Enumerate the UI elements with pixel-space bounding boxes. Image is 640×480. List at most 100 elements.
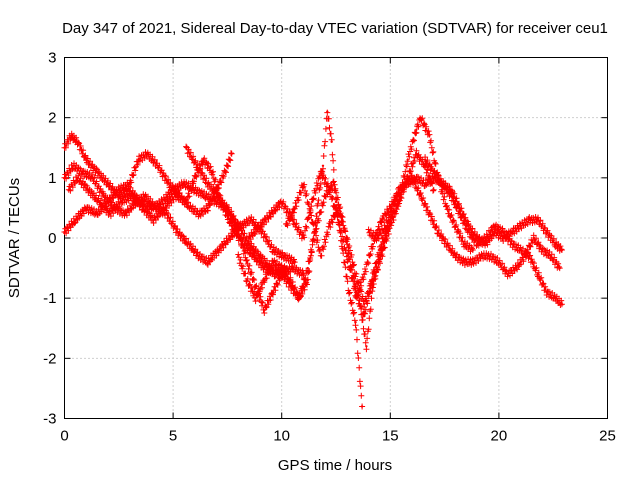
- data-point: [254, 284, 257, 288]
- series-markers: [365, 172, 563, 280]
- data-point: [189, 206, 192, 210]
- data-point: [206, 260, 210, 264]
- data-point: [76, 140, 79, 143]
- data-point: [271, 260, 275, 264]
- data-point: [247, 236, 251, 240]
- data-point: [497, 260, 501, 264]
- series-markers: [246, 147, 437, 318]
- series-markers: [61, 130, 307, 281]
- data-point: [493, 224, 496, 228]
- data-point: [163, 206, 166, 210]
- data-point: [554, 296, 557, 300]
- series-track-1: [61, 130, 307, 281]
- data-point: [154, 206, 157, 210]
- data-point: [245, 260, 249, 264]
- data-point: [380, 242, 383, 246]
- data-point: [315, 224, 318, 228]
- data-point: [380, 218, 383, 222]
- data-point: [310, 218, 314, 222]
- data-point: [215, 200, 218, 204]
- x-axis-label: GPS time / hours: [278, 457, 392, 474]
- data-point: [371, 278, 375, 282]
- data-point: [363, 272, 366, 276]
- data-point: [415, 152, 418, 155]
- data-point: [519, 224, 522, 228]
- data-point: [217, 194, 220, 198]
- y-tick-label: 1: [48, 170, 56, 187]
- data-point: [297, 296, 301, 300]
- data-point: [458, 206, 462, 210]
- data-point: [137, 158, 140, 161]
- data-point: [280, 200, 283, 204]
- data-point: [315, 212, 318, 216]
- data-point: [515, 266, 518, 270]
- data-point: [85, 158, 88, 161]
- data-point: [102, 194, 105, 198]
- data-point: [545, 230, 548, 234]
- data-point: [475, 236, 479, 240]
- data-point: [128, 182, 131, 186]
- data-point: [228, 212, 231, 216]
- data-point: [74, 218, 77, 222]
- data-point: [258, 224, 262, 228]
- data-point: [449, 188, 453, 192]
- data-point: [263, 278, 266, 282]
- data-point: [519, 248, 522, 252]
- data-points: [61, 109, 565, 410]
- data-point: [393, 200, 396, 204]
- data-point: [371, 272, 375, 276]
- series-track-4: [65, 155, 289, 280]
- data-point: [271, 248, 275, 252]
- data-point: [204, 194, 207, 198]
- data-point: [397, 200, 401, 204]
- series-track-7: [246, 147, 437, 318]
- data-point: [228, 236, 231, 240]
- data-point: [106, 182, 110, 186]
- data-point: [363, 315, 366, 318]
- data-point: [371, 242, 375, 246]
- data-point: [293, 206, 296, 210]
- data-point: [532, 236, 535, 240]
- data-point: [332, 182, 336, 186]
- data-point: [63, 176, 66, 180]
- data-point: [321, 164, 325, 167]
- data-point: [536, 272, 540, 276]
- data-point: [250, 218, 253, 222]
- data-point: [187, 242, 190, 246]
- data-point: [197, 254, 201, 258]
- data-point: [554, 242, 557, 246]
- data-point: [493, 230, 496, 234]
- data-point: [419, 116, 422, 119]
- data-point: [302, 236, 305, 240]
- data-point: [254, 296, 257, 300]
- data-point: [245, 278, 249, 282]
- data-point: [108, 212, 112, 216]
- data-point: [410, 176, 414, 180]
- data-point: [510, 242, 514, 246]
- data-point: [484, 242, 488, 246]
- series-markers: [422, 154, 565, 254]
- data-point: [471, 260, 475, 264]
- data-point: [432, 188, 435, 192]
- y-axis-label: SDTVAR / TECUs: [6, 178, 23, 298]
- data-point: [436, 230, 440, 234]
- data-point: [428, 134, 431, 137]
- data-point: [560, 302, 564, 306]
- data-point: [263, 309, 266, 312]
- data-point: [167, 182, 170, 186]
- data-point: [354, 321, 357, 324]
- data-point: [117, 194, 121, 198]
- data-point: [282, 254, 286, 258]
- data-point: [152, 218, 155, 222]
- data-point: [423, 182, 427, 186]
- data-point: [156, 164, 160, 167]
- data-point: [415, 176, 418, 180]
- data-point: [269, 212, 273, 216]
- data-point: [319, 170, 322, 174]
- data-point: [330, 140, 333, 143]
- data-point: [291, 266, 294, 270]
- data-point: [445, 242, 448, 246]
- y-tick-label: 2: [48, 110, 56, 127]
- data-point: [360, 405, 364, 408]
